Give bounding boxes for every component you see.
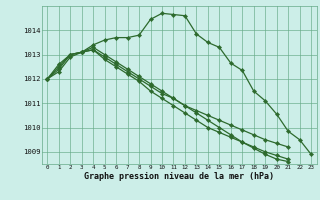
X-axis label: Graphe pression niveau de la mer (hPa): Graphe pression niveau de la mer (hPa) xyxy=(84,172,274,181)
